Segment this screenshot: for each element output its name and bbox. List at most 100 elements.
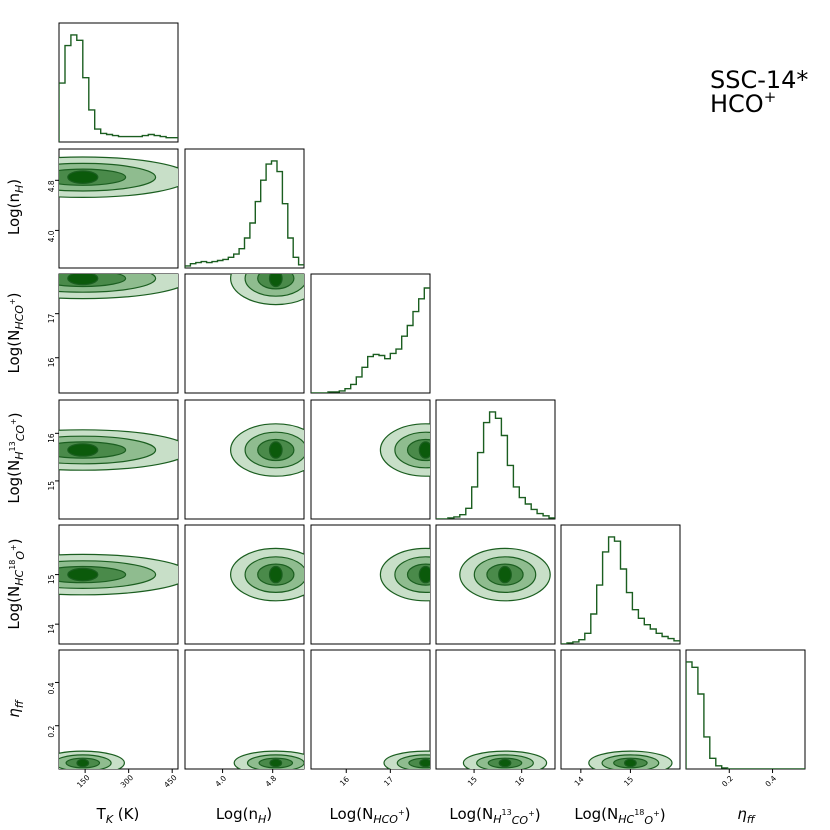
contour-level-4 [418, 441, 430, 459]
panel-nh13-eta: 15 16 [435, 649, 556, 788]
contour-nh-nhc18 [230, 547, 304, 602]
x-label-eta: ηff [737, 805, 756, 826]
y-tick-label-nhco-1: 17 [47, 313, 56, 323]
y-tick-label-nhco-0: 16 [47, 358, 56, 368]
contour-level-4 [419, 758, 430, 768]
panel-eta-eta: 0.2 0.4 [685, 649, 806, 789]
panel-frame [310, 649, 431, 770]
panel-nh13-nhc18 [435, 524, 556, 645]
panel-frame [310, 273, 431, 394]
panel-tk-nhc18: 14 15 [47, 524, 179, 645]
contour-level-4 [498, 565, 512, 584]
contour-tk-nhc18 [59, 553, 178, 596]
contour-tk-nh13 [59, 429, 178, 471]
x-label-tk: TK (K) [96, 805, 140, 826]
x-tick-label-tk-2: 450 [162, 773, 179, 790]
panel-tk-nh: 4.0 4.8 [47, 148, 179, 269]
contour-level-4 [268, 274, 283, 288]
contour-level-4 [67, 274, 99, 286]
x-tick-label-nhc18-0: 14 [573, 775, 586, 788]
y-tick-label-nh13-1: 16 [47, 433, 56, 443]
histogram-nh [185, 160, 304, 268]
x-tick-label-eta-0: 0.2 [720, 774, 735, 789]
x-label-nh13: Log(NH13CO+) [449, 805, 540, 827]
x-tick-label-nh-0: 4.0 [213, 774, 228, 789]
contour-level-4 [498, 758, 512, 768]
histogram-eta [686, 661, 805, 769]
y-tick-label-nh13-0: 15 [47, 481, 56, 491]
contour-nhc18-eta [588, 750, 673, 769]
contour-tk-eta [59, 750, 125, 769]
panel-frame [184, 148, 305, 269]
title-line-1: SSC-14* [710, 66, 808, 94]
y-tick-label-nhc18-0: 14 [47, 624, 56, 634]
panel-nh-nh [184, 148, 305, 269]
contour-level-4 [67, 567, 99, 582]
panel-nhco-nh13 [310, 399, 431, 520]
panel-nh-eta: 4.0 4.8 [184, 649, 305, 789]
y-label-nhco: Log(NHCO+) [5, 292, 26, 373]
panel-nhco-nhco [310, 273, 431, 394]
x-label-nhc18: Log(NHC18O+) [574, 805, 665, 827]
histogram-nhc18 [561, 536, 680, 644]
contour-nhco-nhc18 [379, 547, 430, 602]
y-tick-label-eta-1: 0.4 [47, 682, 56, 694]
x-tick-label-eta-1: 0.4 [763, 774, 778, 789]
figure-title: SSC-14* HCO+ [710, 66, 808, 118]
axis-labels-group: TK (K) Log(nH) Log(NHCO+) Log(NH13CO+) L… [5, 179, 756, 827]
contour-nh-eta [233, 750, 304, 769]
panel-frame [435, 399, 556, 520]
contour-level-4 [67, 443, 99, 457]
contour-level-4 [269, 758, 283, 768]
x-tick-label-nhc18-1: 15 [622, 775, 635, 788]
panel-nh-nhc18 [184, 524, 305, 645]
contour-nh13-eta [462, 750, 548, 769]
panel-nh13-nh13 [435, 399, 556, 520]
y-tick-label-nh-1: 4.8 [47, 180, 56, 192]
histogram-tk [59, 34, 178, 142]
panel-frame [560, 649, 681, 770]
contour-level-4 [268, 441, 283, 459]
contour-nh13-nhc18 [459, 547, 551, 602]
contour-nh-nhco [230, 274, 304, 306]
contour-tk-nh [59, 156, 178, 198]
y-label-eta: ηff [5, 699, 26, 718]
panel-nhc18-nhc18 [560, 524, 681, 645]
x-label-nh: Log(nH) [216, 805, 272, 826]
contour-level-4 [76, 758, 90, 768]
y-tick-label-nhc18-1: 15 [47, 574, 56, 584]
x-tick-label-nhco-1: 17 [382, 775, 395, 788]
contour-level-4 [268, 565, 283, 584]
x-label-nhco: Log(NHCO+) [329, 805, 410, 826]
panel-tk-eta: 150 300 450 0.2 0.4 [47, 649, 179, 790]
x-tick-label-nh13-1: 16 [513, 775, 526, 788]
x-tick-label-tk-0: 150 [75, 773, 92, 790]
panel-nhco-nhc18 [310, 524, 431, 645]
y-label-nh13: Log(NH13CO+) [5, 412, 27, 503]
panel-nhco-eta: 16 17 [310, 649, 431, 788]
panel-frame [58, 649, 179, 770]
contour-nhco-eta [383, 750, 430, 769]
histogram-nhco [311, 287, 430, 393]
y-tick-label-eta-0: 0.2 [47, 726, 56, 738]
contour-level-4 [624, 758, 637, 768]
panel-nh-nh13 [184, 399, 305, 520]
x-tick-label-tk-1: 300 [119, 773, 136, 790]
y-label-nh: Log(nH) [5, 179, 26, 235]
y-label-nhc18: Log(NHC18O+) [5, 538, 27, 629]
x-tick-label-nhco-0: 16 [338, 775, 351, 788]
panel-tk-tk [58, 22, 179, 143]
x-tick-label-nh13-0: 15 [466, 775, 479, 788]
title-line-2-text: HCO [710, 90, 764, 118]
y-tick-label-nh-0: 4.0 [47, 230, 56, 242]
panel-frame [184, 649, 305, 770]
histogram-nh13 [436, 411, 555, 519]
contour-tk-nhco [59, 274, 178, 300]
contour-nhco-nh13 [379, 423, 430, 477]
contour-level-4 [67, 170, 99, 184]
panel-frame [58, 22, 179, 143]
